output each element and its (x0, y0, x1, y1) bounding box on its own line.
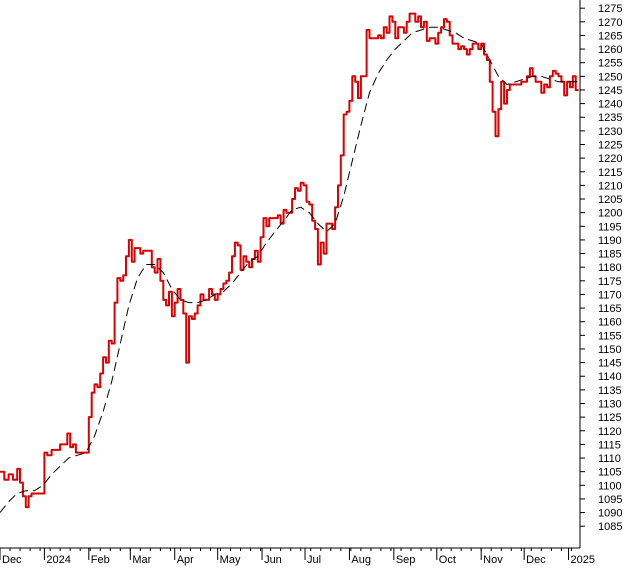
y-tick-label: 1260 (598, 44, 622, 56)
y-tick-label: 1170 (598, 289, 622, 301)
price-series-line (0, 12, 579, 509)
x-tick-label: Apr (177, 554, 194, 566)
x-tick-label: Aug (351, 554, 371, 566)
x-tick-label: 2024 (46, 554, 70, 566)
x-tick-label: Sep (396, 554, 416, 566)
y-tick-label: 1155 (598, 330, 622, 342)
x-tick-label: 2025 (571, 554, 595, 566)
y-tick-label: 1190 (598, 235, 622, 247)
y-tick-label: 1200 (598, 208, 622, 220)
x-tick-label: Dec (526, 554, 546, 566)
y-tick-label: 1230 (598, 126, 622, 138)
x-tick-label: May (220, 554, 241, 566)
y-tick-label: 1215 (598, 167, 622, 179)
y-tick-label: 1090 (598, 508, 622, 520)
y-tick-label: 1145 (598, 358, 622, 370)
y-tick-label: 1205 (598, 194, 622, 206)
y-tick-label: 1160 (598, 317, 622, 329)
y-tick-label: 1085 (598, 521, 622, 533)
x-tick-label: Mar (132, 554, 151, 566)
y-tick-label: 1105 (598, 467, 622, 479)
x-tick-label: Jul (307, 554, 321, 566)
y-tick-label: 1125 (598, 412, 622, 424)
y-tick-label: 1265 (598, 30, 622, 42)
x-tick-label: Jun (264, 554, 282, 566)
x-tick-label: Nov (483, 554, 503, 566)
y-tick-label: 1185 (598, 249, 622, 261)
y-tick-label: 1255 (598, 58, 622, 70)
y-tick-label: 1130 (598, 399, 622, 411)
y-tick-label: 1210 (598, 180, 622, 192)
y-tick-label: 1110 (598, 453, 621, 465)
y-tick-label: 1135 (598, 385, 622, 397)
y-tick-label: 1165 (598, 303, 622, 315)
x-tick-label: Feb (91, 554, 110, 566)
y-tick-label: 1245 (598, 85, 622, 97)
y-tick-label: 1225 (598, 139, 622, 151)
x-tick-label: Dec (2, 554, 22, 566)
y-tick-label: 1195 (598, 221, 622, 233)
y-tick-label: 1095 (598, 494, 622, 506)
y-tick-label: 1250 (598, 71, 622, 83)
y-tick-label: 1235 (598, 112, 622, 124)
y-tick-label: 1115 (598, 439, 621, 451)
y-tick-label: 1175 (598, 276, 622, 288)
y-tick-label: 1120 (598, 426, 622, 438)
y-tick-label: 1140 (598, 371, 622, 383)
y-tick-label: 1150 (598, 344, 622, 356)
y-tick-label: 1275 (598, 3, 622, 15)
y-tick-label: 1220 (598, 153, 622, 165)
x-tick-label: Oct (439, 554, 456, 566)
y-tick-label: 1100 (598, 480, 622, 492)
y-tick-label: 1240 (598, 99, 622, 111)
y-tick-label: 1180 (598, 262, 622, 274)
y-tick-label: 1270 (598, 17, 622, 29)
